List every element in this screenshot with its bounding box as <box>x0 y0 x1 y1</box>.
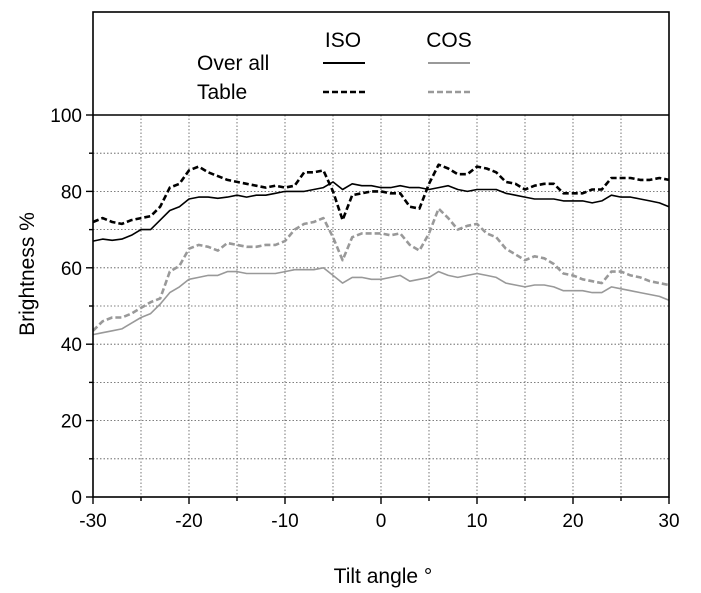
legend-header-iso: ISO <box>325 29 361 52</box>
legend-row-table: Table <box>197 81 247 104</box>
x-tick-label: 20 <box>562 511 583 532</box>
x-tick-label: 0 <box>376 511 387 532</box>
y-tick-label: 0 <box>71 488 82 509</box>
series-lines <box>92 163 670 336</box>
series-line-table-iso <box>92 163 670 226</box>
series-line-table-cos <box>92 207 670 332</box>
x-tick-label: -30 <box>79 511 106 532</box>
y-tick-label: 60 <box>61 259 82 280</box>
tick-labels: 0 20 40 60 80 100 -30 -20 -10 0 10 20 30 <box>50 106 679 532</box>
y-tick-label: 20 <box>61 412 82 433</box>
x-axis-title: Tilt angle ° <box>334 565 433 588</box>
legend-row-overall: Over all <box>197 52 269 75</box>
series-line-over-all-iso <box>92 181 670 242</box>
x-tick-label: -10 <box>271 511 298 532</box>
legend-header-cos: COS <box>426 29 472 52</box>
x-tick-label: -20 <box>175 511 202 532</box>
y-tick-label: 100 <box>50 106 82 127</box>
grid <box>93 115 669 497</box>
y-tick-label: 40 <box>61 335 82 356</box>
series-line-over-all-cos <box>92 267 670 336</box>
legend: ISO COS Over all Table <box>197 29 472 104</box>
x-tick-label: 30 <box>658 511 679 532</box>
y-axis-title: Brightness % <box>16 212 39 336</box>
axis-ticks <box>86 114 670 504</box>
x-tick-label: 10 <box>466 511 487 532</box>
y-tick-label: 80 <box>61 182 82 203</box>
